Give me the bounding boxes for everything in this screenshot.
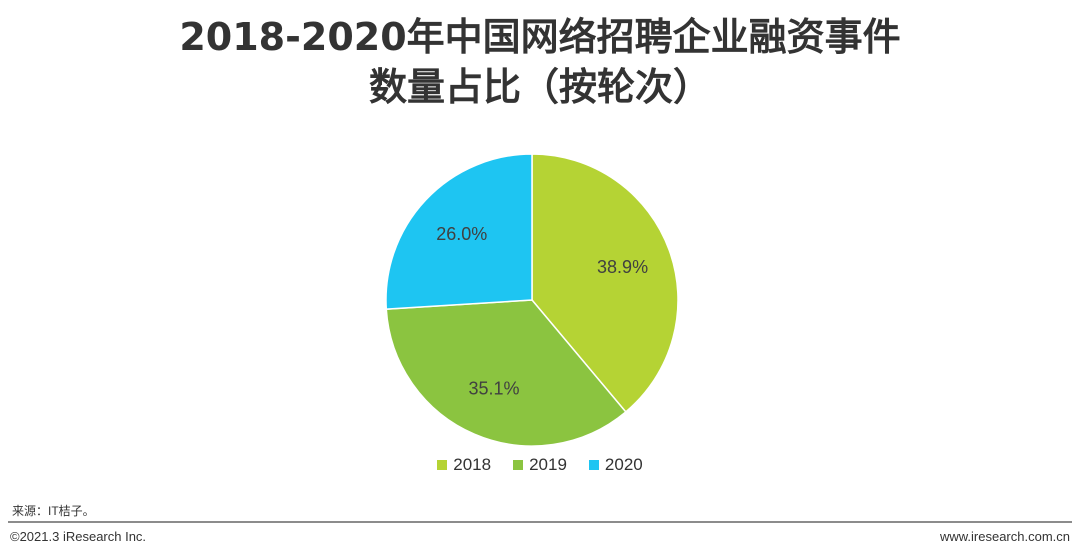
data-label-2020: 26.0% bbox=[436, 224, 487, 244]
data-label-2019: 35.1% bbox=[468, 379, 519, 399]
legend-item-2019: 2019 bbox=[513, 455, 567, 475]
pie-slice-2019 bbox=[385, 299, 627, 447]
data-label-2018: 38.9% bbox=[597, 257, 648, 277]
legend-label-2020: 2020 bbox=[604, 455, 643, 474]
footer-divider bbox=[8, 521, 1072, 523]
legend-item-2020: 2020 bbox=[588, 455, 643, 475]
chart-title-line1: 2018-2020年中国网络招聘企业融资事件 bbox=[179, 15, 901, 59]
legend-item-2018: 2018 bbox=[437, 455, 491, 475]
legend-swatch-2019 bbox=[513, 460, 524, 470]
legend: 2018 2019 2020 bbox=[0, 455, 1080, 475]
copyright-text: ©2021.3 iResearch Inc. bbox=[10, 529, 147, 544]
pie-slice-2018 bbox=[531, 153, 679, 413]
chart-title-line2: 数量占比（按轮次） bbox=[368, 65, 711, 109]
website-link: www.iresearch.com.cn bbox=[939, 529, 1070, 544]
legend-label-2018: 2018 bbox=[453, 455, 492, 474]
source-note: 来源：IT桔子。 bbox=[12, 504, 95, 518]
pie-slice-2020 bbox=[385, 153, 533, 310]
legend-label-2019: 2019 bbox=[529, 455, 567, 474]
legend-swatch-2020 bbox=[588, 460, 599, 470]
legend-swatch-2018 bbox=[437, 460, 448, 470]
